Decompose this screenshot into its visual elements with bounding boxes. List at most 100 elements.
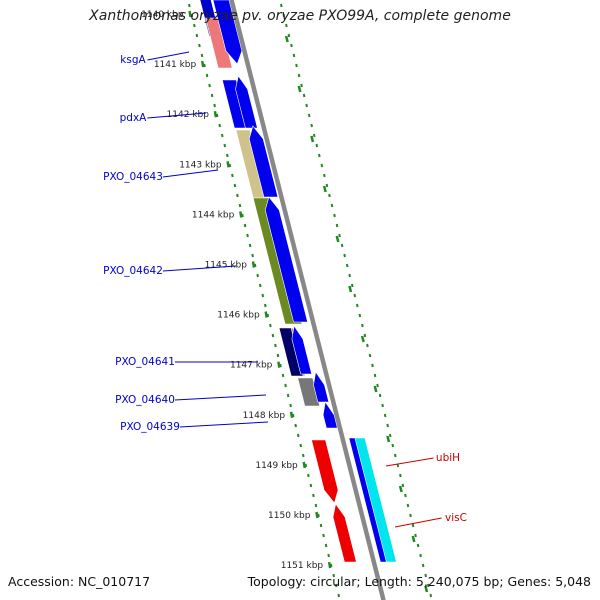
outer-tick-mark: [310, 123, 313, 128]
gene-label-leader: [147, 112, 207, 119]
gene-pdxA-neighbor: [235, 75, 258, 129]
inner-tick-mark: [302, 453, 305, 458]
inner-tick-mark: [190, 13, 194, 18]
backbone-layer: [229, 0, 386, 600]
inner-tick-mark: [289, 403, 292, 408]
scale-label: 1150 kbp: [268, 511, 311, 521]
outer-tick-mark: [358, 313, 362, 318]
scale-label: 1146 kbp: [217, 311, 260, 321]
inner-tick-mark: [188, 3, 191, 8]
inner-tick-mark: [291, 413, 295, 418]
outer-tick-mark: [328, 193, 331, 198]
inner-tick-mark: [203, 63, 206, 68]
inner-tick-mark: [276, 353, 280, 358]
outer-major-tick: [373, 385, 378, 393]
gene-label-leader: [162, 265, 237, 272]
gene-label-leader: [385, 457, 434, 467]
outer-tick-mark: [353, 293, 357, 298]
inner-tick-mark: [319, 523, 323, 528]
inner-tick-mark: [304, 463, 308, 468]
outer-tick-mark: [404, 493, 407, 498]
feature-layer: [199, 0, 397, 563]
outer-tick-mark: [356, 303, 359, 308]
outer-tick-mark: [287, 33, 291, 38]
gene-label: PXO_04639: [120, 421, 180, 433]
inner-tick-mark: [317, 513, 320, 518]
outer-tick-mark: [399, 473, 402, 478]
gene-label: visC: [445, 512, 467, 524]
inner-tick-mark: [248, 243, 252, 248]
inner-major-tick: [277, 361, 281, 368]
outer-major-tick: [411, 535, 416, 543]
outer-tick-mark: [383, 413, 387, 418]
outer-tick-mark: [315, 143, 319, 148]
gene-ksgA: [205, 17, 233, 69]
outer-tick-mark: [295, 63, 298, 68]
gene-label: ubiH: [436, 452, 460, 464]
genome-summary-text: Topology: circular; Length: 5,240,075 bp…: [247, 574, 591, 589]
gene-label: PXO_04642: [103, 265, 163, 277]
inner-tick-mark: [279, 363, 282, 368]
scale-label: 1144 kbp: [192, 210, 235, 220]
outer-tick-mark: [335, 223, 339, 228]
inner-tick-mark: [241, 213, 244, 218]
inner-tick-mark: [309, 483, 313, 488]
inner-tick-mark: [299, 443, 303, 448]
inner-tick-mark: [286, 393, 290, 398]
outer-tick-mark: [323, 173, 326, 178]
outer-tick-mark: [368, 353, 372, 358]
gene-PXO_04640-neighbor: [291, 325, 313, 375]
outer-tick-mark: [391, 443, 395, 448]
outer-tick-mark: [338, 233, 341, 238]
gene-cyan-bar: [354, 437, 397, 563]
outer-tick-mark: [318, 153, 321, 158]
outer-tick-mark: [320, 163, 324, 168]
inner-tick-mark: [312, 493, 315, 498]
outer-tick-mark: [363, 333, 367, 338]
scale-label: 1142 kbp: [167, 110, 210, 120]
outer-tick-mark: [307, 113, 311, 118]
gene-label-leader: [162, 169, 219, 178]
outer-tick-mark: [292, 53, 296, 58]
outer-tick-mark: [386, 423, 389, 428]
outer-tick-mark: [371, 363, 374, 368]
gene-ksgA-neighbor: [212, 0, 243, 65]
gene-visC: [332, 503, 357, 563]
inner-tick-mark: [243, 223, 247, 228]
outer-tick-mark: [302, 93, 306, 98]
outer-tick-mark: [388, 433, 392, 438]
inner-tick-mark: [228, 163, 232, 168]
inner-tick-mark: [195, 33, 199, 38]
outer-major-tick: [348, 285, 353, 293]
inner-tick-mark: [264, 303, 267, 308]
inner-major-tick: [226, 161, 230, 168]
gene-label: PXO_04640: [115, 394, 175, 406]
label-layer: ksgA pdxA PXO_04643 PXO_04642 PXO_04641 PXO_0…: [103, 51, 467, 528]
outer-tick-mark: [343, 253, 346, 258]
inner-major-tick: [264, 311, 268, 318]
inner-tick-mark: [337, 593, 341, 598]
gene-PXO_04641-neighbor: [278, 327, 304, 377]
tick-layer: 1140 kbp 1141 kbp 1142 kbp 1143 kbp 1144 kbp…: [141, 3, 433, 598]
inner-tick-mark: [218, 123, 221, 128]
inner-major-tick: [302, 461, 306, 469]
outer-major-tick: [424, 585, 429, 593]
inner-tick-mark: [220, 133, 224, 138]
inner-tick-mark: [200, 53, 204, 58]
inner-tick-mark: [324, 543, 328, 548]
inner-tick-mark: [238, 203, 242, 208]
gene-label-leader: [147, 51, 190, 61]
inner-major-tick: [188, 10, 192, 18]
outer-major-tick: [335, 235, 340, 243]
outer-tick-mark: [419, 553, 422, 558]
gene-PXO_04642-neighbor: [264, 196, 308, 323]
inner-tick-mark: [284, 383, 287, 388]
outer-tick-mark: [378, 393, 382, 398]
gene-label-leader: [394, 517, 442, 528]
outer-major-tick: [284, 35, 289, 43]
outer-tick-mark: [340, 243, 344, 248]
inner-major-tick: [315, 511, 319, 519]
scale-label: 1151 kbp: [281, 561, 324, 571]
